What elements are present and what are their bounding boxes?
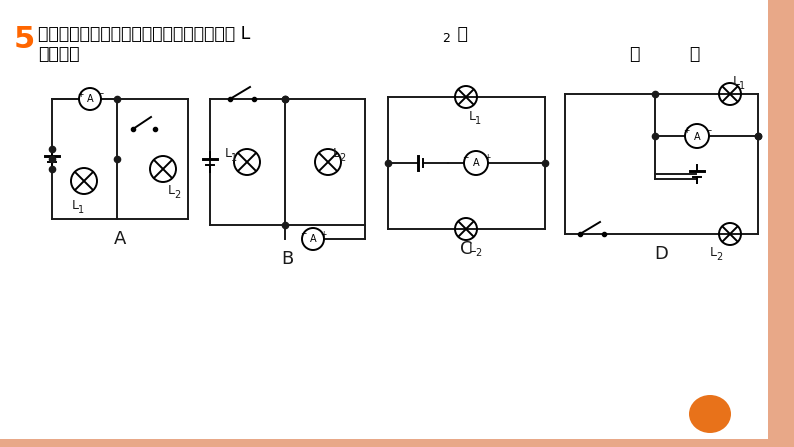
Text: 1: 1 bbox=[739, 81, 745, 91]
Text: −: − bbox=[300, 230, 306, 239]
Text: 2: 2 bbox=[442, 31, 450, 45]
Bar bbox=[768, 0, 794, 447]
Circle shape bbox=[79, 88, 101, 110]
Text: 2: 2 bbox=[716, 252, 723, 262]
Text: D: D bbox=[654, 245, 668, 263]
Text: L: L bbox=[225, 147, 232, 160]
Text: 1: 1 bbox=[231, 153, 237, 163]
Text: A: A bbox=[87, 94, 94, 105]
Ellipse shape bbox=[689, 395, 731, 433]
Circle shape bbox=[464, 151, 488, 175]
Text: （         ）: （ ） bbox=[630, 45, 700, 63]
Text: L: L bbox=[469, 242, 476, 255]
Text: +: + bbox=[484, 153, 490, 162]
Text: A: A bbox=[114, 230, 126, 248]
Text: 2: 2 bbox=[475, 248, 481, 258]
Text: +: + bbox=[683, 126, 689, 135]
Text: 中: 中 bbox=[452, 25, 468, 43]
Text: L: L bbox=[333, 147, 340, 160]
Text: A: A bbox=[694, 131, 700, 142]
Text: −: − bbox=[462, 153, 468, 162]
Text: 1: 1 bbox=[475, 116, 481, 126]
Text: 2: 2 bbox=[339, 153, 345, 163]
Text: +: + bbox=[77, 89, 83, 98]
Text: L: L bbox=[733, 75, 740, 88]
Text: A: A bbox=[310, 235, 316, 245]
Circle shape bbox=[302, 228, 324, 250]
Text: −: − bbox=[97, 89, 103, 98]
Text: L: L bbox=[710, 246, 717, 259]
Text: L: L bbox=[469, 110, 476, 123]
Text: 如图所示的几种电路中，电流表只测量灯泡 L: 如图所示的几种电路中，电流表只测量灯泡 L bbox=[38, 25, 250, 43]
Text: A: A bbox=[472, 159, 480, 169]
Circle shape bbox=[685, 124, 709, 148]
Text: B: B bbox=[281, 250, 293, 268]
Text: 1: 1 bbox=[78, 205, 84, 215]
Text: 电流的是: 电流的是 bbox=[38, 45, 79, 63]
Text: C: C bbox=[460, 240, 472, 258]
Text: +: + bbox=[320, 230, 326, 239]
Text: 2: 2 bbox=[174, 190, 180, 200]
Bar bbox=[0, 439, 794, 447]
Text: 5: 5 bbox=[14, 25, 35, 55]
Text: −: − bbox=[705, 126, 711, 135]
Text: L: L bbox=[72, 199, 79, 212]
Text: L: L bbox=[168, 184, 175, 197]
